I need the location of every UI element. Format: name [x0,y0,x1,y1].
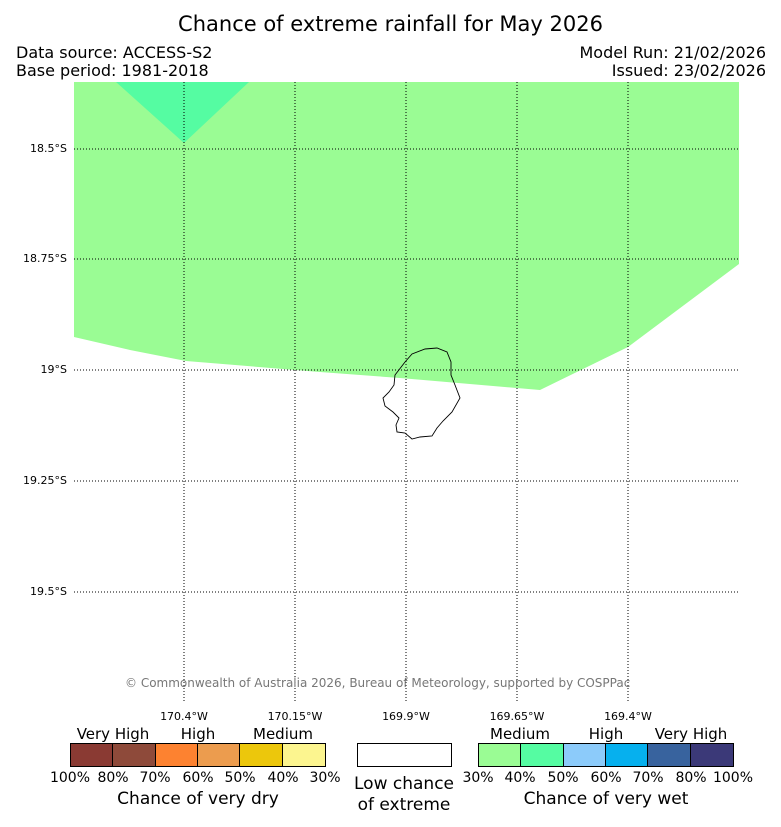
legend-percent: 50% [224,770,256,786]
data-source-label: Data source: ACCESS-S2 [16,43,213,62]
dry-swatch [113,744,156,766]
neutral-caption-line2: of extreme [357,795,451,815]
neutral-color-box [357,743,452,767]
lon-label: 169.9°W [382,710,430,723]
legend-percent: 60% [182,770,214,786]
wet-caption: Chance of very wet [523,789,689,809]
legend-percent: 100% [712,770,754,786]
dry-swatch [197,744,241,766]
dry-swatch [71,744,114,766]
legend-level-label: Very High [654,725,728,743]
wet-swatch [690,744,733,766]
wet-swatch [648,744,691,766]
lat-label: 19.25°S [23,474,67,487]
dry-swatch [282,744,325,766]
dry-swatch [240,744,283,766]
legend-percent: 30% [462,770,494,786]
base-period-label: Base period: 1981-2018 [16,61,209,80]
wet-color-scale [478,743,734,767]
legend-percent: 50% [547,770,579,786]
lon-label: 169.65°W [489,710,545,723]
dry-swatch [155,744,198,766]
issued-label: Issued: 23/02/2026 [611,61,766,80]
lon-label: 170.4°W [160,710,208,723]
lon-label: 169.4°W [604,710,652,723]
region-high-wet [116,82,249,143]
legend-percent: 100% [49,770,91,786]
map-title: Chance of extreme rainfall for May 2026 [178,12,603,36]
model-run-label: Model Run: 21/02/2026 [579,43,767,62]
wet-swatch [479,744,522,766]
legend-percent: 30% [309,770,341,786]
header-right: Model Run: 21/02/2026 Issued: 23/02/2026 [580,44,767,80]
legend-level-label: Medium [490,725,550,743]
neutral-swatch [358,744,451,766]
legend-level-label: Very High [76,725,150,743]
legend-percent: 40% [504,770,536,786]
neutral-caption: Low chance of extreme [354,774,454,816]
wet-swatch [563,744,606,766]
legend-percent: 40% [267,770,299,786]
wet-swatch [521,744,564,766]
legend-level-label: High [588,725,624,743]
lon-label: 170.15°W [267,710,323,723]
copyright-notice: © Commonwealth of Australia 2026, Bureau… [125,676,631,690]
wet-swatch [605,744,649,766]
legend-percent: 70% [139,770,171,786]
neutral-caption-line1: Low chance [354,774,454,794]
lat-label: 18.75°S [23,252,67,265]
legend-level-label: High [180,725,216,743]
legend-percent: 80% [675,770,707,786]
lat-label: 19°S [40,363,67,376]
island-outline [382,347,461,440]
dry-caption: Chance of very dry [117,789,279,809]
header-left: Data source: ACCESS-S2 Base period: 1981… [16,44,212,80]
lat-label: 19.5°S [30,585,67,598]
legend-percent: 60% [590,770,622,786]
legend-level-label: Medium [253,725,313,743]
legend-percent: 70% [632,770,664,786]
legend-percent: 80% [97,770,129,786]
lat-label: 18.5°S [30,142,67,155]
dry-color-scale [70,743,326,767]
